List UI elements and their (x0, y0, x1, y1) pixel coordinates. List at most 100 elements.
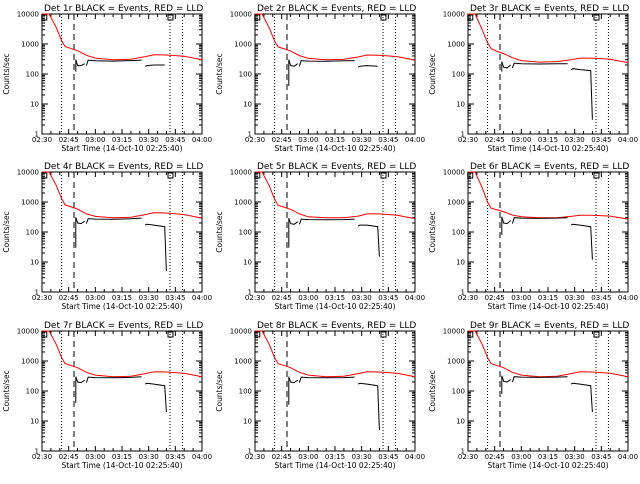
x-axis-label: Start Time (14-Oct-10 02:25:40) (274, 461, 395, 470)
series-line-events (288, 217, 380, 257)
marker-box (41, 331, 48, 338)
y-axis-label: Counts/sec (428, 53, 437, 94)
x-tick-label: 02:30 (245, 453, 265, 461)
x-tick-label: 02:30 (32, 294, 52, 302)
x-tick-label: 02:45 (485, 453, 505, 461)
x-tick-label: 03:45 (591, 136, 611, 144)
y-tick-label: 1000 (21, 199, 39, 207)
x-tick-label: 03:15 (325, 136, 345, 144)
x-tick-label: 03:15 (112, 294, 132, 302)
y-tick-label: 10000 (230, 169, 252, 177)
x-tick-label: 04:00 (192, 453, 212, 461)
y-axis-label: Counts/sec (2, 370, 11, 411)
y-tick-label: 10 (456, 259, 465, 267)
marker-box (467, 14, 474, 21)
panel-det-8r: Det 8r BLACK = Events, RED = LLD Counts/s… (215, 321, 425, 470)
y-tick-label: 100 (239, 229, 252, 237)
x-tick-label: 03:15 (538, 453, 558, 461)
x-tick-label: 02:30 (458, 453, 478, 461)
plot-frame (254, 330, 416, 452)
y-tick-label: 10000 (17, 169, 39, 177)
y-tick-label: 10 (456, 101, 465, 109)
y-tick-label: 10000 (230, 328, 252, 336)
y-tick-label: 1000 (447, 199, 465, 207)
x-tick-label: 03:15 (112, 136, 132, 144)
panel-title: Det 2r BLACK = Events, RED = LLD (257, 4, 416, 14)
y-tick-label: 100 (26, 229, 39, 237)
panel-title: Det 5r BLACK = Events, RED = LLD (257, 162, 416, 172)
series-line-lld (255, 13, 416, 61)
x-tick-label: 02:45 (272, 453, 292, 461)
marker-box (41, 172, 48, 179)
x-tick-label: 03:15 (538, 294, 558, 302)
series-line-lld (468, 13, 629, 64)
x-axis-label: Start Time (14-Oct-10 02:25:40) (61, 461, 182, 470)
x-tick-label: 02:45 (59, 453, 79, 461)
x-tick-label: 03:45 (591, 453, 611, 461)
plot-frame (467, 330, 629, 452)
y-tick-label: 10000 (230, 11, 252, 19)
x-tick-label: 03:00 (298, 453, 318, 461)
y-tick-label: 10000 (443, 169, 465, 177)
x-tick-label: 03:00 (85, 294, 105, 302)
x-tick-label: 03:45 (165, 294, 185, 302)
x-tick-label: 02:30 (245, 294, 265, 302)
plot-frame (41, 171, 203, 293)
marker-box (41, 14, 48, 21)
plot-frame (41, 330, 203, 452)
marker-box (254, 172, 261, 179)
x-tick-label: 03:15 (325, 294, 345, 302)
y-axis-label: Counts/sec (2, 53, 11, 94)
panel-det-9r: Det 9r BLACK = Events, RED = LLD Counts/s… (428, 321, 638, 470)
x-tick-label: 03:30 (352, 294, 372, 302)
x-tick-label: 04:00 (405, 453, 425, 461)
x-tick-label: 03:00 (511, 294, 531, 302)
y-tick-label: 100 (26, 388, 39, 396)
marker-box (467, 172, 474, 179)
panel-title: Det 4r BLACK = Events, RED = LLD (44, 162, 203, 172)
y-tick-label: 10000 (17, 11, 39, 19)
y-tick-label: 100 (239, 388, 252, 396)
y-tick-label: 10 (456, 418, 465, 426)
x-tick-label: 02:30 (458, 294, 478, 302)
x-tick-label: 02:45 (485, 294, 505, 302)
panel-det-3r: Det 3r BLACK = Events, RED = LLD Counts/s… (428, 4, 638, 153)
series-line-lld (255, 330, 416, 378)
panel-det-5r: Det 5r BLACK = Events, RED = LLD Counts/s… (215, 162, 425, 311)
x-tick-label: 02:45 (485, 136, 505, 144)
x-tick-label: 02:45 (272, 136, 292, 144)
x-tick-label: 03:30 (352, 136, 372, 144)
y-axis-label: Counts/sec (428, 370, 437, 411)
x-tick-label: 03:30 (352, 453, 372, 461)
series-line-lld (468, 171, 629, 220)
x-tick-label: 03:30 (139, 453, 159, 461)
x-tick-label: 03:15 (112, 453, 132, 461)
panel-det-1r: Det 1r BLACK = Events, RED = LLD Counts/s… (2, 4, 212, 153)
x-tick-label: 02:30 (458, 136, 478, 144)
y-tick-label: 100 (239, 71, 252, 79)
panel-title: Det 9r BLACK = Events, RED = LLD (470, 321, 629, 331)
x-tick-label: 03:30 (139, 294, 159, 302)
y-tick-label: 10 (243, 101, 252, 109)
series-line-lld (255, 171, 416, 220)
y-tick-label: 100 (26, 71, 39, 79)
x-axis-label: Start Time (14-Oct-10 02:25:40) (61, 144, 182, 153)
y-tick-label: 1000 (234, 199, 252, 207)
x-tick-label: 03:30 (565, 453, 585, 461)
x-tick-label: 04:00 (618, 453, 638, 461)
panel-title: Det 6r BLACK = Events, RED = LLD (470, 162, 629, 172)
x-tick-label: 03:00 (85, 453, 105, 461)
panel-det-7r: Det 7r BLACK = Events, RED = LLD Counts/s… (2, 321, 212, 470)
marker-box (167, 14, 174, 21)
y-tick-label: 1 (248, 131, 252, 139)
x-tick-label: 02:30 (32, 453, 52, 461)
panel-title: Det 1r BLACK = Events, RED = LLD (44, 4, 203, 14)
x-tick-label: 03:30 (139, 136, 159, 144)
marker-box (467, 331, 474, 338)
series-line-events (75, 376, 167, 413)
marker-box (380, 172, 387, 179)
marker-box (380, 331, 387, 338)
x-tick-label: 02:30 (245, 136, 265, 144)
y-tick-label: 100 (452, 388, 465, 396)
